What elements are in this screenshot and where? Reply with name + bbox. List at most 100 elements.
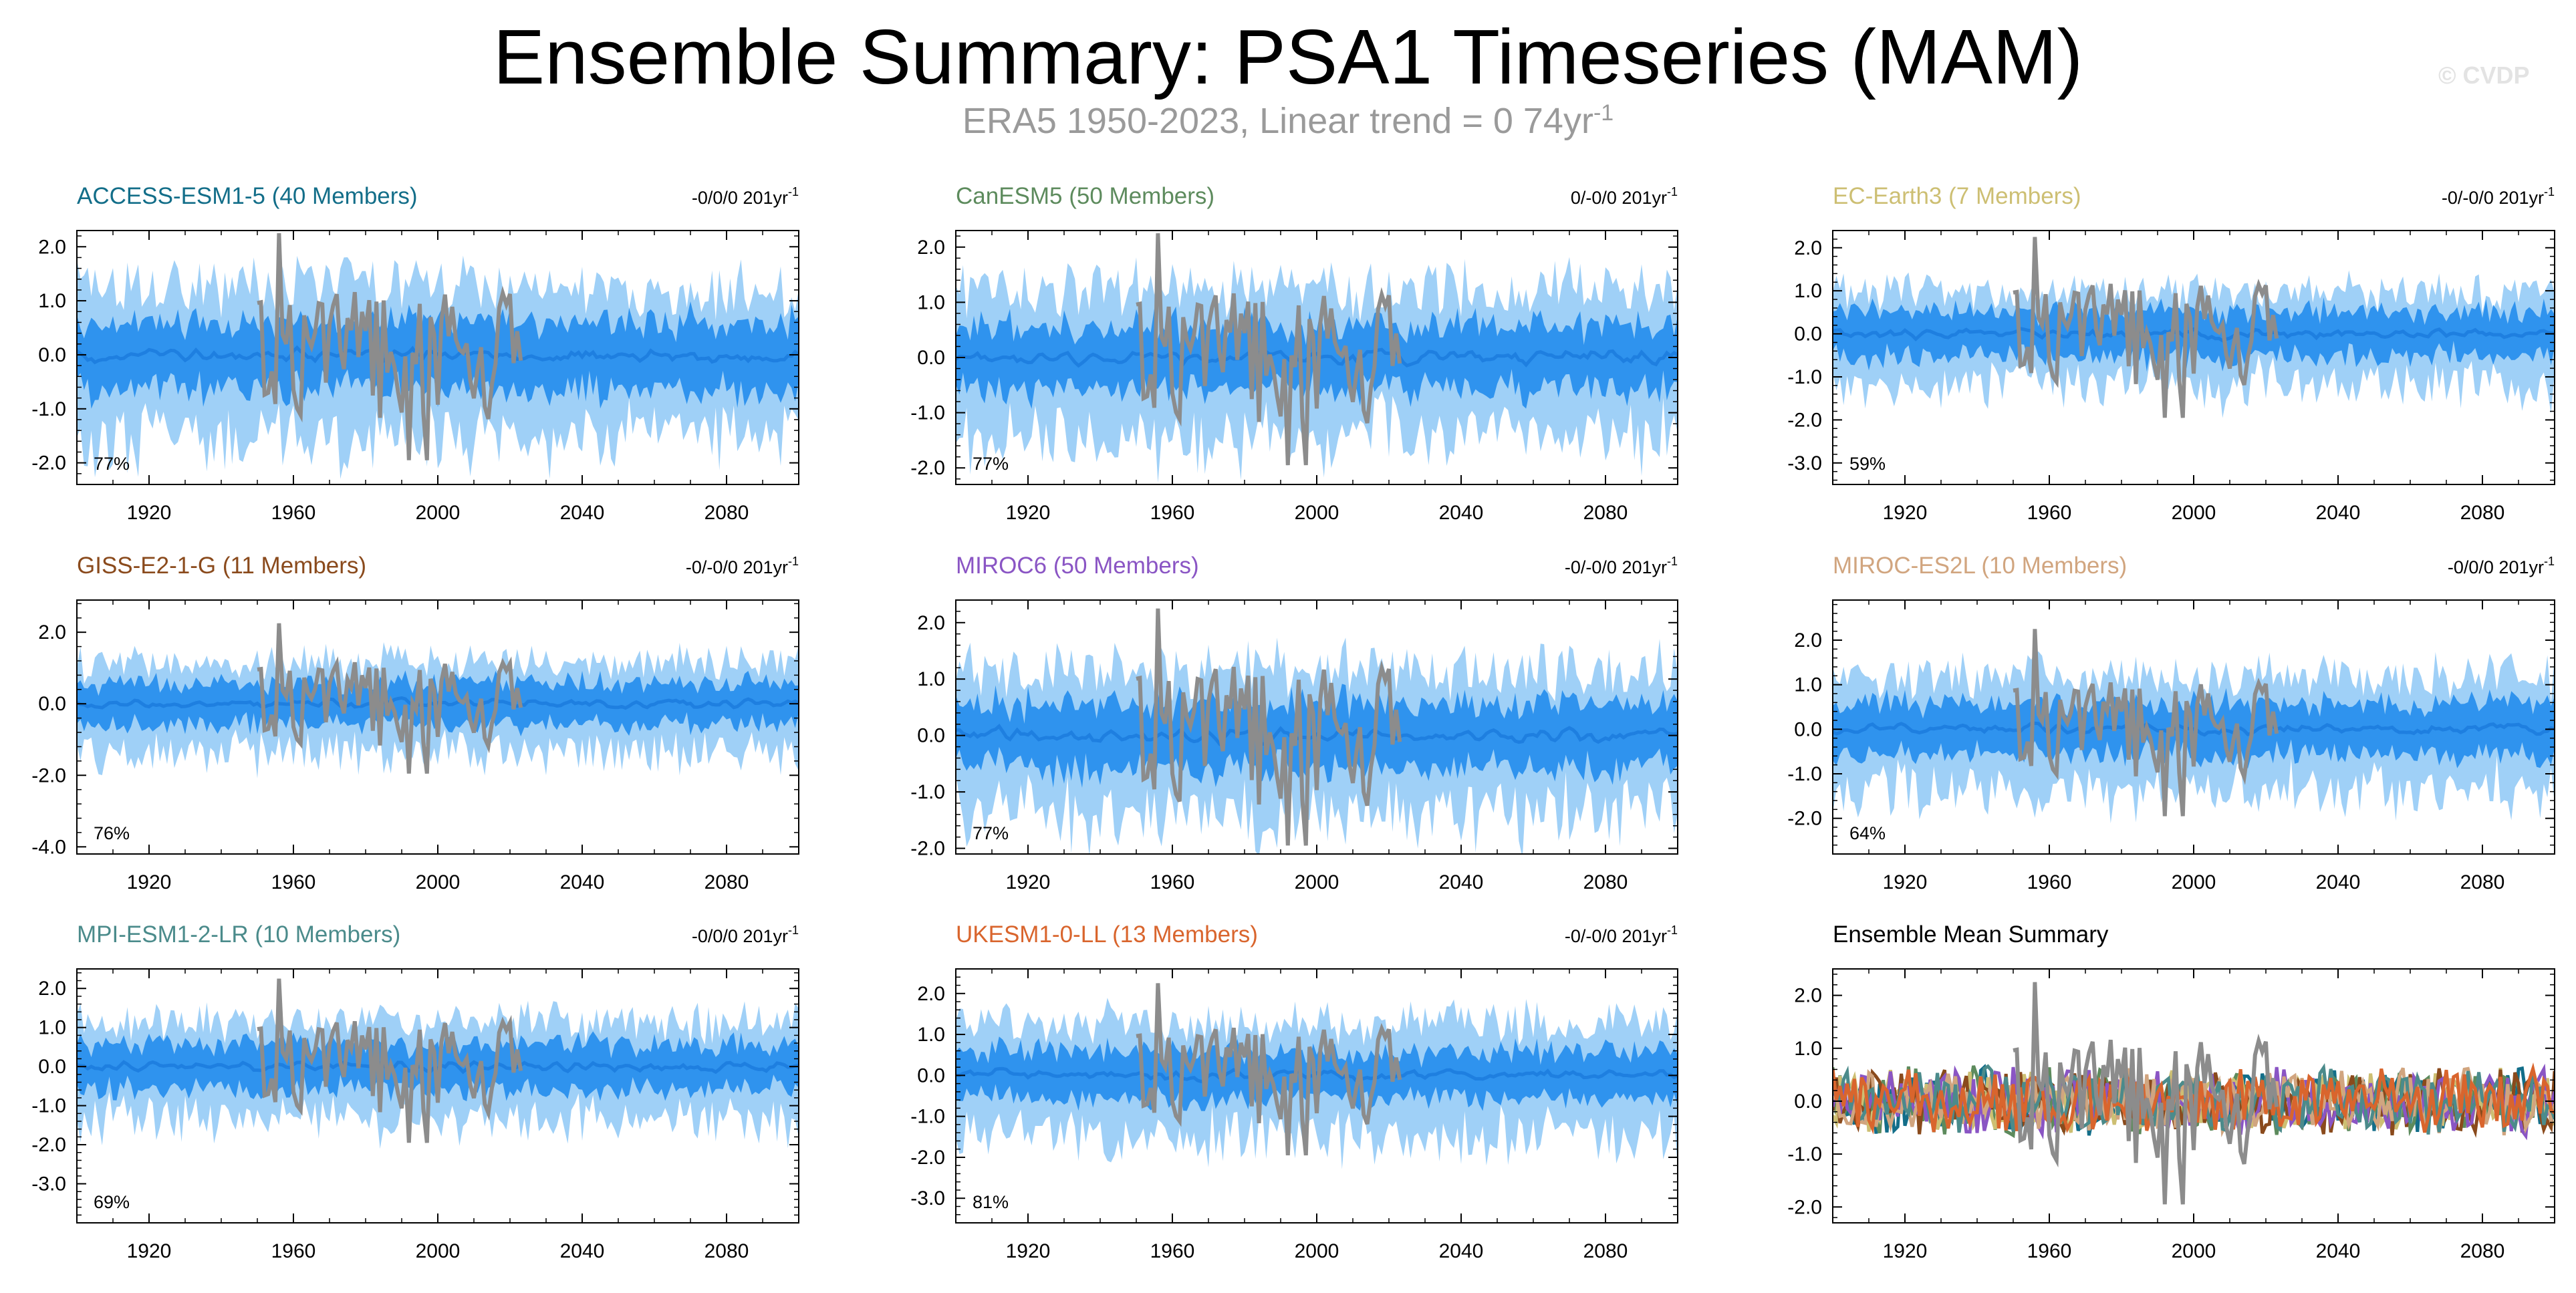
x-tick-label: 2080 [2460,1240,2505,1262]
plot-area [1833,237,2555,418]
y-tick-label: 2.0 [1794,985,1822,1007]
ensemble-mean-line [956,347,1678,368]
model-mean-line-8 [1833,1062,2555,1135]
x-tick-label: 1920 [1006,502,1051,524]
x-tick-label: 2080 [704,1240,749,1262]
y-tick-label: -1.0 [31,1095,66,1117]
x-tick-label: 2040 [1439,1240,1484,1262]
x-tick-label: 2040 [2316,871,2361,893]
panel-8: 2.0 1.0 0.0 -1.0 -2.0 -3.0 1920 1960 2000 2040 208… [910,921,1678,1262]
observations-line [257,623,523,774]
x-tick-label: 1960 [1150,1240,1195,1262]
y-tick-label: 2.0 [917,237,945,259]
y-tick-label: 1.0 [1794,674,1822,696]
y-tick-label: 2.0 [38,236,66,258]
y-tick-label: -2.0 [31,1134,66,1156]
x-tick-label: 1920 [1883,502,1928,524]
inner-spread-band [956,305,1678,409]
ensemble-mean-line [956,1066,1678,1084]
x-tick-label: 2000 [1295,871,1339,893]
percent-label: 81% [973,1192,1009,1212]
y-tick-label: 2.0 [1794,237,1822,259]
plot-area [1833,629,2555,824]
y-tick-label: -1.0 [910,402,945,424]
y-tick-label: -2.0 [910,838,945,860]
x-tick-label: 2000 [416,1240,461,1262]
trend-exponent: -1 [2544,185,2555,198]
x-tick-label: 2080 [1583,1240,1628,1262]
ensemble-mean-line [956,724,1678,746]
panel-4: 2.0 0.0 -2.0 -4.0 1920 1960 2000 2040 2080 GISS-E… [31,553,799,893]
y-tick-label: 2.0 [38,621,66,643]
x-tick-label: 1960 [271,871,316,893]
observations-line [2013,629,2279,817]
trend-text: -0/-0/0 201yr [1565,926,1667,946]
trend-label: -0/-0/0 201yr-1 [686,555,799,577]
panel-title: Ensemble Mean Summary [1833,921,2109,948]
y-tick-label: 1.0 [917,1024,945,1046]
x-tick-label: 2000 [1295,502,1339,524]
x-tick-label: 2000 [2172,502,2216,524]
plot-area [956,608,1678,854]
panel-title: GISS-E2-1-G (11 Members) [77,553,366,579]
x-tick-label: 2000 [416,871,461,893]
y-tick-label: -4.0 [31,836,66,858]
y-tick-label: 1.0 [917,668,945,690]
trend-exponent: -1 [1667,555,1678,568]
x-tick-label: 1920 [127,502,172,524]
percent-label: 77% [973,823,1009,843]
y-tick-label: -2.0 [31,764,66,786]
x-tick-label: 2000 [416,502,461,524]
plot-area [956,983,1678,1169]
subtitle-exponent: -1 [1593,100,1614,126]
subtitle: ERA5 1950-2023, Linear trend = 0 74yr-1 [0,100,2576,142]
y-tick-label: 1.0 [1794,280,1822,302]
trend-text: -0/-0/0 201yr [686,557,788,577]
trend-exponent: -1 [1667,923,1678,937]
ensemble-mean-line [77,696,799,710]
inner-spread-band [1833,297,2555,372]
panel-1: 2.0 1.0 0.0 -1.0 -2.0 1920 1960 2000 2040 2080 ACC… [31,183,799,524]
y-tick-label: -2.0 [31,452,66,474]
trend-exponent: -1 [2544,555,2555,568]
x-tick-label: 2080 [2460,502,2505,524]
percent-label: 76% [94,823,130,843]
y-tick-label: 2.0 [38,978,66,1000]
x-tick-label: 2080 [1583,871,1628,893]
y-tick-label: 0.0 [38,1056,66,1078]
percent-label: 69% [94,1192,130,1212]
x-tick-label: 2040 [2316,1240,2361,1262]
observations-line [2013,237,2279,418]
trend-text: -0/0/0 201yr [2448,557,2544,577]
y-tick-label: 1.0 [38,290,66,312]
y-tick-label: -1.0 [1787,1143,1822,1165]
trend-exponent: -1 [1667,185,1678,198]
y-tick-label: 0.0 [917,347,945,369]
observations-line [257,233,523,460]
trend-label: 0/-0/0 201yr-1 [1571,185,1678,208]
observations-line [1136,983,1402,1156]
trend-label: -0/-0/0 201yr-1 [1565,923,1678,946]
panel-title: ACCESS-ESM1-5 (40 Members) [77,183,418,209]
panel-5: 2.0 1.0 0.0 -1.0 -2.0 1920 1960 2000 2040 2080 MIR… [910,553,1678,893]
trend-label: -0/-0/0 201yr-1 [1565,555,1678,577]
x-tick-label: 1920 [127,1240,172,1262]
y-tick-label: 0.0 [1794,1091,1822,1113]
percent-label: 77% [94,454,130,474]
observations-line [1136,608,1402,846]
y-tick-label: 2.0 [917,612,945,634]
panel-title: MIROC-ES2L (10 Members) [1833,553,2127,579]
x-tick-label: 1960 [1150,502,1195,524]
x-tick-label: 1920 [1883,1240,1928,1262]
panel-title: MIROC6 (50 Members) [956,553,1199,579]
trend-text: -0/0/0 201yr [692,188,788,208]
trend-exponent: -1 [788,555,799,568]
y-tick-label: -3.0 [31,1173,66,1195]
y-tick-label: 0.0 [1794,323,1822,345]
observations-line [1136,233,1402,466]
ensemble-mean-line [1833,327,2555,343]
trend-exponent: -1 [788,923,799,937]
x-tick-label: 2080 [704,871,749,893]
panel-7: 2.0 1.0 0.0 -1.0 -2.0 -3.0 1920 1960 2000 2040 208… [31,921,799,1262]
y-tick-label: -2.0 [1787,1196,1822,1218]
